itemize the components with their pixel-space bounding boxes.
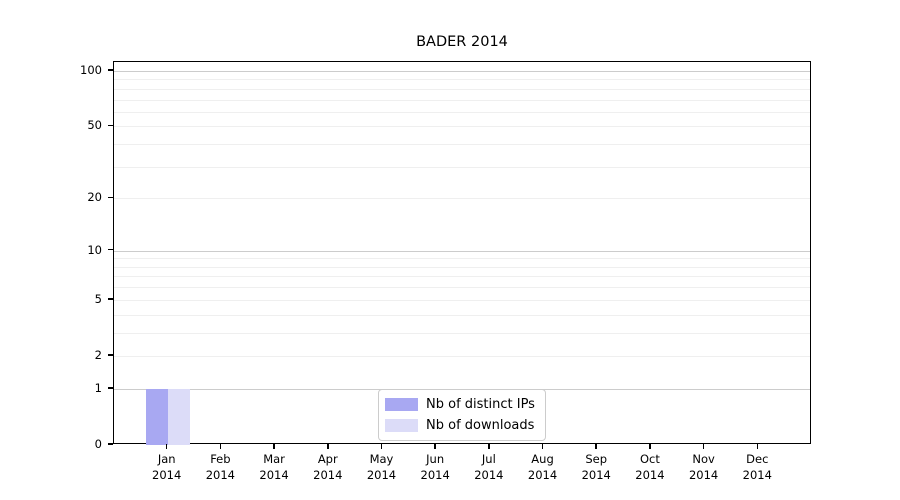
x-tick-label-mar: Mar 2014 <box>247 451 301 483</box>
y-gridline-minor <box>114 332 810 334</box>
x-tick-mark <box>434 444 436 449</box>
legend-item-downloads: Nb of downloads <box>385 417 535 434</box>
x-tick-month: Nov <box>692 452 715 466</box>
y-gridline-minor <box>114 314 810 316</box>
x-tick-label-feb: Feb 2014 <box>193 451 247 483</box>
y-tick-mark <box>108 298 113 300</box>
x-tick-mark <box>756 444 759 449</box>
y-gridline-minor <box>114 198 810 200</box>
y-tick-label: 20 <box>87 190 102 205</box>
x-tick-month: Jul <box>481 452 496 466</box>
bar-jan-series0 <box>145 388 168 445</box>
x-tick-label-aug: Aug 2014 <box>516 451 570 483</box>
x-tick-label-apr: Apr 2014 <box>301 451 355 483</box>
legend-label-downloads: Nb of downloads <box>426 418 535 433</box>
y-gridline-minor <box>114 299 810 301</box>
x-tick-mark <box>702 444 705 449</box>
x-tick-year: 2014 <box>205 468 236 482</box>
y-gridline-major <box>114 250 810 252</box>
x-tick-year: 2014 <box>366 468 397 482</box>
y-tick-label: 100 <box>80 63 102 77</box>
y-gridline-minor <box>114 126 810 128</box>
chart-title: BADER 2014 <box>416 34 508 50</box>
x-tick-mark <box>649 444 651 449</box>
plot-area: Nb of distinct IPs Nb of downloads <box>113 61 811 445</box>
x-tick-month: Dec <box>746 452 769 466</box>
legend-item-distinct-ips: Nb of distinct IPs <box>385 396 535 413</box>
x-tick-year: 2014 <box>581 468 611 482</box>
x-tick-month: Sep <box>585 452 608 466</box>
x-tick-month: Mar <box>263 452 285 466</box>
x-tick-month: Jun <box>426 452 445 466</box>
x-tick-label-sep: Sep 2014 <box>569 451 623 483</box>
y-gridline-minor <box>114 166 810 168</box>
legend-swatch-distinct-ips <box>385 398 418 411</box>
x-tick-mark <box>488 444 490 449</box>
y-gridline-minor <box>114 287 810 289</box>
x-tick-mark <box>595 444 597 449</box>
x-tick-year: 2014 <box>635 468 665 482</box>
y-tick-label: 2 <box>94 347 102 362</box>
y-tick-label: 10 <box>87 242 102 257</box>
x-tick-year: 2014 <box>688 468 719 482</box>
x-tick-month: Apr <box>317 452 338 466</box>
legend-swatch-downloads <box>385 419 418 432</box>
y-gridline-minor <box>114 266 810 268</box>
legend: Nb of distinct IPs Nb of downloads <box>378 389 546 441</box>
x-tick-mark <box>165 444 168 449</box>
x-tick-month: Aug <box>531 452 554 466</box>
y-tick-mark <box>108 443 113 445</box>
y-gridline-minor <box>114 99 810 101</box>
y-gridline-minor <box>114 144 810 146</box>
y-gridline-minor <box>114 111 810 113</box>
x-tick-month: May <box>369 452 394 466</box>
x-tick-year: 2014 <box>527 468 558 482</box>
y-tick-label: 5 <box>94 291 102 306</box>
x-tick-label-nov: Nov 2014 <box>677 451 731 483</box>
legend-label-distinct-ips: Nb of distinct IPs <box>426 397 535 412</box>
y-tick-mark <box>108 124 113 127</box>
x-tick-year: 2014 <box>152 468 182 482</box>
bar-jan-series1 <box>167 388 190 445</box>
x-tick-year: 2014 <box>474 468 504 482</box>
x-tick-label-jan: Jan 2014 <box>140 451 194 483</box>
x-tick-label-dec: Dec 2014 <box>730 451 784 483</box>
x-tick-label-jun: Jun 2014 <box>408 451 462 483</box>
x-tick-label-may: May 2014 <box>354 451 408 483</box>
y-gridline-major <box>114 71 810 72</box>
y-tick-mark <box>108 69 113 71</box>
x-tick-mark <box>380 444 383 449</box>
y-tick-label: 0 <box>94 437 102 451</box>
x-tick-mark <box>327 444 329 449</box>
y-tick-mark <box>108 387 113 389</box>
y-gridline-minor <box>114 355 810 357</box>
y-gridline-minor <box>114 276 810 278</box>
y-tick-mark <box>108 354 113 356</box>
y-gridline-minor <box>114 258 810 260</box>
x-tick-label-oct: Oct 2014 <box>623 451 677 483</box>
x-tick-year: 2014 <box>742 468 772 482</box>
x-tick-month: Jan <box>157 452 176 466</box>
y-tick-label: 1 <box>94 380 102 395</box>
x-tick-mark <box>219 444 222 449</box>
x-tick-year: 2014 <box>313 468 343 482</box>
x-tick-label-jul: Jul 2014 <box>462 451 516 483</box>
x-tick-month: Feb <box>210 452 231 466</box>
y-gridline-minor <box>114 88 810 90</box>
y-tick-mark <box>108 248 113 251</box>
y-gridline-minor <box>114 79 810 81</box>
x-tick-mark <box>273 444 275 449</box>
x-tick-month: Oct <box>639 452 660 466</box>
y-tick-label: 50 <box>87 118 102 133</box>
x-tick-year: 2014 <box>420 468 450 482</box>
y-tick-mark <box>108 196 113 199</box>
x-tick-year: 2014 <box>259 468 289 482</box>
x-tick-mark <box>541 444 544 449</box>
